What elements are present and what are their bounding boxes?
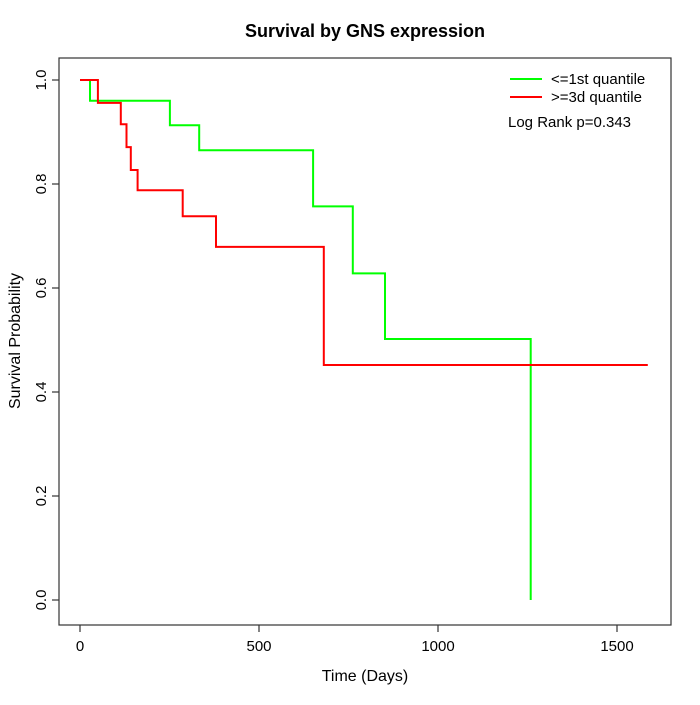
log-rank-annotation: Log Rank p=0.343 [508, 114, 631, 131]
chart-title: Survival by GNS expression [245, 21, 485, 41]
y-tick-label: 0.0 [33, 590, 50, 611]
y-tick-label: 0.8 [33, 174, 50, 195]
legend: <=1st quantile >=3d quantile Log Rank p=… [508, 71, 645, 131]
y-tick-label: 0.4 [33, 382, 50, 403]
survival-curve-first-quantile [80, 79, 532, 600]
y-tick-label: 0.2 [33, 486, 50, 507]
y-tick-label: 0.6 [33, 278, 50, 299]
y-axis-label: Survival Probability [7, 273, 24, 409]
x-tick-label: 500 [246, 638, 271, 655]
legend-label-third-quantile: >=3d quantile [551, 89, 642, 106]
plot-border-box [58, 57, 672, 626]
x-axis-label: Time (Days) [322, 668, 409, 685]
x-tick-label: 1000 [421, 638, 454, 655]
legend-label-first-quantile: <=1st quantile [551, 71, 645, 88]
survival-curve-third-quantile [80, 79, 648, 366]
y-tick-label: 1.0 [33, 70, 50, 91]
x-axis-ticks: 0 500 1000 1500 [76, 625, 634, 655]
survival-curves [80, 79, 648, 600]
y-axis-ticks: 0.0 0.2 0.4 0.6 0.8 1.0 [33, 70, 59, 611]
x-tick-label: 0 [76, 638, 84, 655]
x-tick-label: 1500 [600, 638, 633, 655]
